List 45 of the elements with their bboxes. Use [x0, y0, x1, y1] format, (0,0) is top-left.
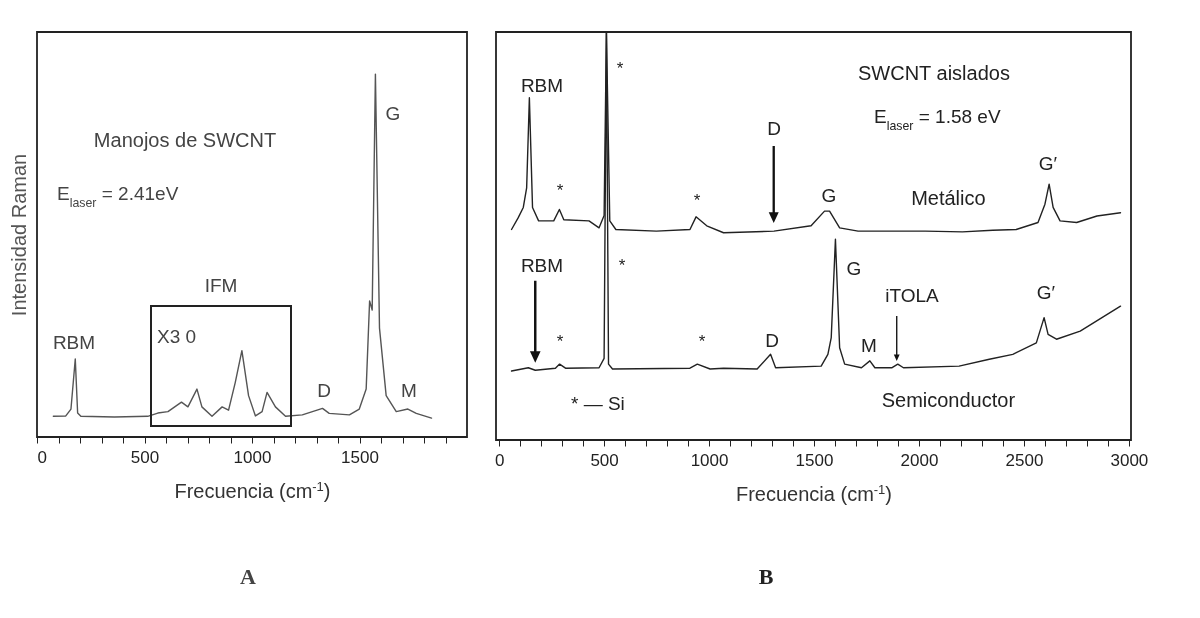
x-tick-label: 2500 — [1005, 450, 1044, 470]
annotation: G′ — [1038, 153, 1058, 174]
annotation: G — [821, 185, 837, 206]
x-tick-label: 0 — [37, 447, 47, 467]
annotation: D — [765, 330, 779, 351]
annotation: * — [616, 59, 624, 78]
x-tick-label: 3000 — [1110, 450, 1149, 470]
x-axis-title: Frecuencia (cm$^{-1}$) — [735, 481, 893, 505]
series-label: Semiconductor — [881, 389, 1016, 412]
annotation: D — [317, 380, 331, 401]
y-axis-title: Intensidad Raman — [7, 153, 30, 317]
annotation: * — [698, 332, 706, 351]
annotation: * — [618, 256, 626, 275]
series-label: Metálico — [911, 187, 986, 210]
annotation: IFM — [204, 275, 238, 296]
annotation: E$_{laser}$ = 1.58 eV — [874, 106, 1001, 133]
annotation: SWCNT aislados — [858, 62, 1010, 84]
x-tick-label: 1500 — [341, 447, 379, 467]
annotation: G′ — [1036, 282, 1056, 303]
annotation: RBM — [52, 332, 96, 353]
x-tick-label: 1000 — [233, 447, 272, 467]
text: B — [758, 564, 774, 589]
annotation: * — [693, 191, 701, 210]
x-tick-label: 1500 — [795, 450, 834, 470]
annotation: X3 0 — [157, 326, 197, 347]
annotation: iTOLA — [885, 285, 940, 306]
text: A — [240, 564, 257, 589]
x-tick-label: 500 — [590, 450, 619, 470]
annotation: D — [767, 118, 781, 139]
annotation: G — [385, 103, 401, 124]
annotation: RBM — [520, 75, 564, 96]
annotation: M — [401, 380, 417, 401]
annotation: * — Si — [571, 393, 625, 414]
annotation: G — [846, 258, 862, 279]
x-tick-label: 1000 — [690, 450, 729, 470]
annotation: E$_{laser}$ = 2.41eV — [57, 183, 179, 210]
annotation: M — [861, 335, 877, 356]
annotation: * — [556, 332, 564, 351]
x-tick-label: 0 — [494, 450, 505, 470]
x-axis-title: Frecuencia (cm$^{-1}$) — [174, 478, 331, 502]
annotation: Manojos de SWCNT — [93, 129, 277, 151]
annotation: * — [556, 181, 564, 200]
x-tick-label: 500 — [130, 447, 160, 467]
x-tick-label: 2000 — [900, 450, 939, 470]
annotation: RBM — [520, 255, 564, 276]
